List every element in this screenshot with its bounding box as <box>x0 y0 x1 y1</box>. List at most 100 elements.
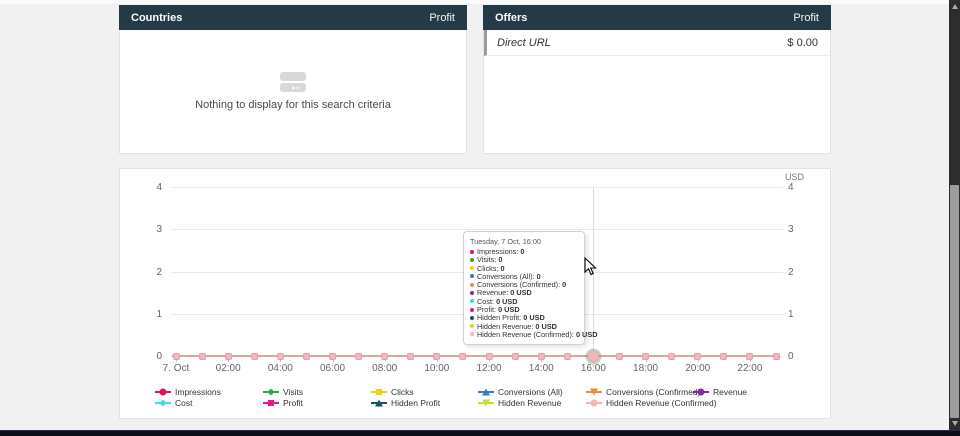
tooltip-item: Hidden Profit: 0 USD <box>470 314 578 322</box>
legend-item-conversions-confirmed[interactable]: Conversions (Confirmed) <box>586 387 700 397</box>
x-axis-label: 16:00 <box>580 363 606 374</box>
data-point-marker[interactable] <box>276 352 284 360</box>
x-axis-label: 18:00 <box>633 363 659 374</box>
legend-label: Conversions (All) <box>498 387 563 397</box>
vertical-scrollbar[interactable] <box>949 0 960 430</box>
offer-profit-value: $ 0.00 <box>787 36 818 49</box>
circle-marker-icon <box>159 388 167 396</box>
stack-icon-top-bar <box>280 72 306 81</box>
data-point-marker[interactable] <box>172 352 180 360</box>
tooltip-series-bullet <box>470 324 474 329</box>
y-axis-label: 2 <box>788 266 794 278</box>
legend-marker <box>478 398 494 407</box>
scrollbar-thumb[interactable] <box>950 185 959 418</box>
data-point-marker[interactable] <box>198 352 206 360</box>
y-axis-label: 0 <box>156 351 162 362</box>
legend-item-impressions[interactable]: Impressions <box>155 387 221 397</box>
stack-icon <box>280 72 306 92</box>
tooltip-series-bullet <box>470 274 474 279</box>
x-axis-label: 10:00 <box>424 363 450 374</box>
data-point-marker[interactable] <box>329 352 337 360</box>
legend-item-hidden-profit[interactable]: Hidden Profit <box>371 398 440 408</box>
offers-metric-label: Profit <box>793 11 819 24</box>
legend-label: Hidden Revenue (Confirmed) <box>606 397 717 408</box>
legend-item-clicks[interactable]: Clicks <box>371 387 414 397</box>
data-point-marker[interactable] <box>746 352 754 360</box>
data-point-marker[interactable] <box>694 352 702 360</box>
data-point-marker[interactable] <box>433 352 441 360</box>
x-axis-label: 20:00 <box>685 363 711 374</box>
legend-item-visits[interactable]: Visits <box>263 387 303 397</box>
tooltip-series-bullet <box>470 299 474 304</box>
legend-item-cost[interactable]: Cost <box>155 398 192 408</box>
tooltip-series-bullet <box>470 315 474 320</box>
tooltip-item: Conversions (Confirmed): 0 <box>470 280 578 289</box>
data-point-marker[interactable] <box>407 352 415 360</box>
x-axis-label: 04:00 <box>267 363 293 374</box>
data-point-marker[interactable] <box>302 352 310 360</box>
data-point-marker[interactable] <box>511 352 519 360</box>
legend-marker <box>586 398 602 407</box>
y-axis-label: 2 <box>156 266 162 278</box>
data-point-marker[interactable] <box>355 352 363 360</box>
tooltip-series-bullet <box>470 266 474 271</box>
legend-label: Visits <box>283 387 304 397</box>
legend-item-hidden-revenue[interactable]: Hidden Revenue <box>478 398 561 408</box>
offers-panel-title: Offers <box>495 11 528 24</box>
x-axis-label: 08:00 <box>372 363 398 374</box>
legend-item-revenue[interactable]: Revenue <box>693 387 747 397</box>
diamond-marker-icon <box>267 388 275 396</box>
data-point-marker[interactable] <box>250 352 258 360</box>
tooltip-title: Tuesday, 7 Oct, 16:00 <box>470 237 541 246</box>
y-axis-unit-label: USD <box>785 172 805 182</box>
triangle-up-marker-icon <box>482 388 490 396</box>
tooltip-series-bullet <box>470 257 474 262</box>
data-point-marker[interactable] <box>563 352 571 360</box>
hovered-point-marker[interactable] <box>587 350 599 362</box>
legend-marker <box>371 388 387 397</box>
y-axis-label: 1 <box>788 308 794 320</box>
data-point-marker[interactable] <box>772 352 780 360</box>
data-point-marker[interactable] <box>224 352 232 360</box>
data-point-marker[interactable] <box>381 352 389 360</box>
offer-row[interactable]: Direct URL $ 0.00 <box>484 30 830 56</box>
legend-item-hidden-revenue-confirmed[interactable]: Hidden Revenue (Confirmed) <box>586 398 717 408</box>
tooltip-item: Conversions (All): 0 <box>470 272 578 281</box>
data-point-marker[interactable] <box>720 352 728 360</box>
data-point-marker[interactable] <box>615 352 623 360</box>
page-top-strip <box>0 0 960 4</box>
square-marker-icon <box>376 389 382 395</box>
data-point-marker[interactable] <box>537 352 545 360</box>
legend-item-conversions-all[interactable]: Conversions (All) <box>478 387 563 397</box>
data-point-marker[interactable] <box>459 352 467 360</box>
tooltip-series-bullet <box>470 282 474 287</box>
tooltip-item: Cost: 0 USD <box>470 297 578 306</box>
series-line <box>172 355 780 357</box>
legend-label: Profit <box>283 397 303 408</box>
data-point-marker[interactable] <box>642 352 650 360</box>
y-axis-label: 3 <box>788 224 794 236</box>
legend-item-profit[interactable]: Profit <box>263 398 303 408</box>
scroll-up-button[interactable] <box>949 1 960 12</box>
tooltip-item: Clicks: 0 <box>470 264 578 273</box>
y-axis-label: 4 <box>156 182 162 193</box>
legend-marker <box>155 388 171 397</box>
legend-marker <box>586 388 602 397</box>
y-axis-label: 4 <box>788 182 794 193</box>
circle-marker-icon <box>697 388 705 396</box>
chart-panel: USD 0 0 1 1 2 2 3 3 4 4 7. Oct 02:00 04:00 06:00 08:00… <box>119 168 831 419</box>
legend-label: Conversions (Confirmed) <box>606 387 701 397</box>
gridline <box>171 187 783 188</box>
tooltip-item: Profit: 0 USD <box>470 305 578 314</box>
legend-label: Clicks <box>391 387 414 397</box>
legend-marker <box>693 388 709 397</box>
empty-state-text: Nothing to display for this search crite… <box>195 99 391 111</box>
scroll-down-button[interactable] <box>949 418 960 429</box>
offers-panel-header: Offers Profit <box>483 5 831 30</box>
legend-marker <box>263 398 279 407</box>
legend-marker <box>155 398 171 407</box>
data-point-marker[interactable] <box>668 352 676 360</box>
legend-label: Hidden Profit <box>391 397 441 408</box>
data-point-marker[interactable] <box>485 352 493 360</box>
triangle-up-marker-icon <box>375 399 383 406</box>
